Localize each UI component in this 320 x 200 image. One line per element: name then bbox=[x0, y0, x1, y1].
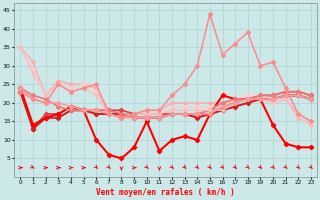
X-axis label: Vent moyen/en rafales ( km/h ): Vent moyen/en rafales ( km/h ) bbox=[96, 188, 235, 197]
